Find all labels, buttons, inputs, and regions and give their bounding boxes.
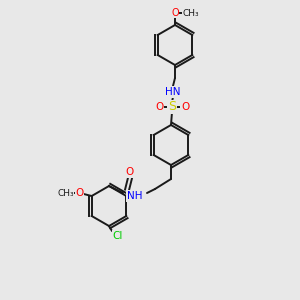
- Text: Cl: Cl: [113, 231, 123, 241]
- Text: CH₃: CH₃: [57, 188, 74, 197]
- Text: O: O: [76, 188, 84, 198]
- Text: O: O: [181, 102, 189, 112]
- Text: HN: HN: [165, 87, 181, 97]
- Text: CH₃: CH₃: [183, 8, 199, 17]
- Text: S: S: [168, 100, 176, 113]
- Text: O: O: [155, 102, 163, 112]
- Text: NH: NH: [127, 191, 142, 201]
- Text: O: O: [126, 167, 134, 177]
- Text: O: O: [171, 8, 179, 18]
